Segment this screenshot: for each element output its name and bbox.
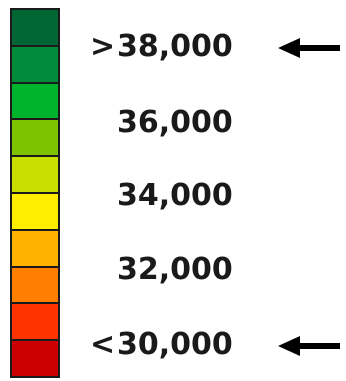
color-swatch-8: [12, 265, 58, 303]
scale-label-bottom: <30,000: [90, 330, 233, 360]
scale-label-4: 32,000: [90, 255, 233, 285]
greater-than-sign: >: [90, 29, 116, 64]
less-than-sign: <: [90, 327, 116, 362]
color-swatch-7: [12, 228, 58, 266]
color-swatch-9: [12, 302, 58, 340]
color-swatch-6: [12, 191, 58, 229]
left-arrow-icon: [278, 336, 340, 356]
scale-label-2: 36,000: [90, 108, 233, 138]
scale-value: 38,000: [117, 29, 233, 64]
color-bar: [10, 8, 60, 378]
scale-label-top: >38,000: [90, 32, 233, 62]
scale-value: 30,000: [117, 327, 233, 362]
color-swatch-4: [12, 118, 58, 156]
color-swatch-3: [12, 81, 58, 119]
left-arrow-icon: [278, 38, 340, 58]
color-swatch-2: [12, 44, 58, 82]
scale-label-3: 34,000: [90, 181, 233, 211]
color-swatch-5: [12, 155, 58, 192]
scale-value: 34,000: [117, 178, 233, 213]
color-swatch-1: [12, 10, 58, 45]
scale-value: 32,000: [117, 252, 233, 287]
color-swatch-10: [12, 339, 58, 376]
scale-value: 36,000: [117, 105, 233, 140]
